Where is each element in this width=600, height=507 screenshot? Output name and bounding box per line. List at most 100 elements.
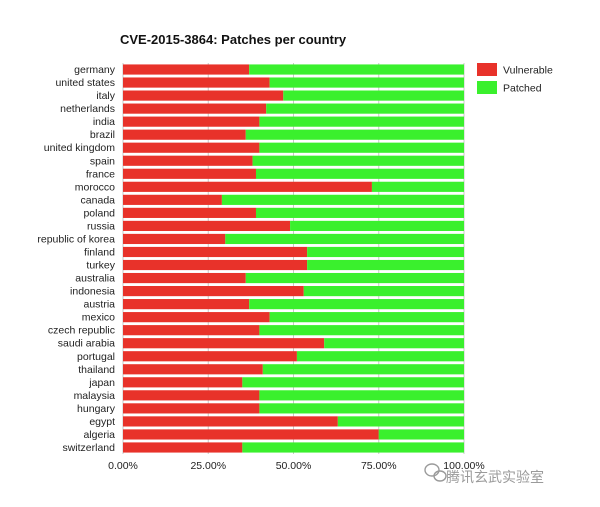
bar-patched-thailand [262, 364, 464, 375]
category-label: finland [84, 246, 115, 258]
category-label: czech republic [48, 325, 115, 337]
bar-vulnerable-germany [123, 64, 250, 75]
bar-patched-czech-republic [259, 325, 464, 336]
category-label: thailand [78, 364, 115, 376]
bar-patched-france [255, 168, 464, 179]
bar-vulnerable-united-states [123, 77, 270, 88]
category-label: brazil [90, 129, 115, 141]
bar-patched-algeria [378, 429, 464, 440]
category-label: italy [96, 90, 115, 102]
bar-patched-egypt [337, 416, 464, 427]
bar-vulnerable-russia [123, 220, 291, 231]
category-label: morocco [75, 181, 115, 193]
category-label: united kingdom [44, 142, 115, 154]
x-tick-label: 75.00% [361, 460, 397, 472]
legend-swatch-vulnerable [477, 63, 497, 76]
bar-vulnerable-japan [123, 377, 243, 388]
bar-vulnerable-india [123, 116, 260, 127]
bar-vulnerable-netherlands [123, 103, 267, 114]
bar-vulnerable-egypt [123, 416, 338, 427]
legend-label-patched: Patched [503, 83, 542, 95]
category-label: saudi arabia [58, 338, 115, 350]
bar-patched-italy [283, 90, 464, 101]
bar-vulnerable-turkey [123, 259, 308, 271]
category-label: australia [75, 273, 115, 285]
bar-patched-netherlands [266, 103, 464, 114]
bar-patched-spain [252, 155, 464, 166]
category-label: canada [81, 194, 116, 206]
bar-patched-malaysia [259, 390, 464, 401]
category-label: republic of korea [37, 233, 115, 245]
bar-vulnerable-finland [123, 246, 308, 258]
category-label: indonesia [70, 286, 115, 298]
bar-patched-mexico [269, 312, 464, 323]
x-tick-label: 100.00% [443, 460, 484, 472]
bar-patched-united-kingdom [259, 142, 464, 153]
x-tick-label: 25.00% [190, 460, 226, 472]
bar-patched-brazil [245, 129, 464, 140]
category-label: algeria [83, 429, 115, 441]
bar-vulnerable-algeria [123, 429, 379, 440]
bar-patched-switzerland [242, 442, 464, 453]
wechat-icon [424, 463, 447, 482]
bar-patched-morocco [371, 181, 464, 192]
chart-title: CVE-2015-3864: Patches per country [120, 32, 347, 47]
bars [123, 64, 464, 453]
bar-patched-republic-of-korea [225, 233, 464, 245]
bar-vulnerable-switzerland [123, 442, 243, 453]
bar-vulnerable-poland [123, 207, 256, 218]
x-tick-label: 50.00% [276, 460, 312, 472]
bar-vulnerable-czech-republic [123, 325, 260, 336]
category-label: mexico [82, 312, 115, 324]
category-label: spain [90, 155, 115, 167]
bar-patched-japan [242, 377, 464, 388]
bar-vulnerable-spain [123, 155, 253, 166]
watermark: 腾讯玄武实验室 [424, 463, 544, 486]
x-tick-labels: 0.00% 25.00% 50.00% 75.00% 100.00% [108, 460, 485, 472]
bar-vulnerable-morocco [123, 181, 372, 192]
bar-vulnerable-republic-of-korea [123, 233, 226, 245]
category-label: russia [87, 220, 115, 232]
x-tick-label: 0.00% [108, 460, 138, 472]
bar-vulnerable-thailand [123, 364, 263, 375]
bar-vulnerable-united-kingdom [123, 142, 260, 153]
bar-vulnerable-portugal [123, 351, 297, 362]
bar-patched-united-states [269, 77, 464, 88]
bar-patched-hungary [259, 403, 464, 414]
bar-patched-portugal [296, 351, 464, 362]
legend-swatch-patched [477, 81, 497, 94]
bar-vulnerable-malaysia [123, 390, 260, 401]
bar-patched-canada [221, 194, 464, 205]
category-label: united states [55, 77, 115, 89]
bar-vulnerable-canada [123, 194, 222, 205]
category-label: germany [74, 64, 116, 76]
category-label: turkey [86, 260, 115, 272]
category-label: malaysia [74, 390, 116, 402]
watermark-text: 腾讯玄武实验室 [446, 469, 544, 486]
bar-vulnerable-indonesia [123, 286, 304, 297]
category-label: netherlands [60, 103, 115, 115]
bar-vulnerable-saudi-arabia [123, 338, 325, 349]
bar-vulnerable-italy [123, 90, 284, 101]
bar-patched-germany [249, 64, 464, 75]
bar-vulnerable-france [123, 168, 256, 179]
bar-vulnerable-austria [123, 299, 250, 310]
bar-patched-india [259, 116, 464, 127]
category-label: portugal [77, 351, 115, 363]
category-label: france [86, 168, 115, 180]
legend-label-vulnerable: Vulnerable [503, 65, 553, 77]
bar-patched-indonesia [303, 286, 464, 297]
bar-patched-finland [307, 246, 464, 258]
legend: Vulnerable Patched [477, 63, 553, 95]
bar-patched-australia [245, 272, 464, 284]
bar-vulnerable-hungary [123, 403, 260, 414]
category-label: japan [88, 377, 115, 389]
bar-patched-turkey [307, 259, 464, 271]
bar-patched-poland [255, 207, 464, 218]
category-label: india [93, 116, 115, 128]
bar-vulnerable-australia [123, 272, 246, 284]
bar-patched-austria [249, 299, 464, 310]
bar-vulnerable-brazil [123, 129, 246, 140]
